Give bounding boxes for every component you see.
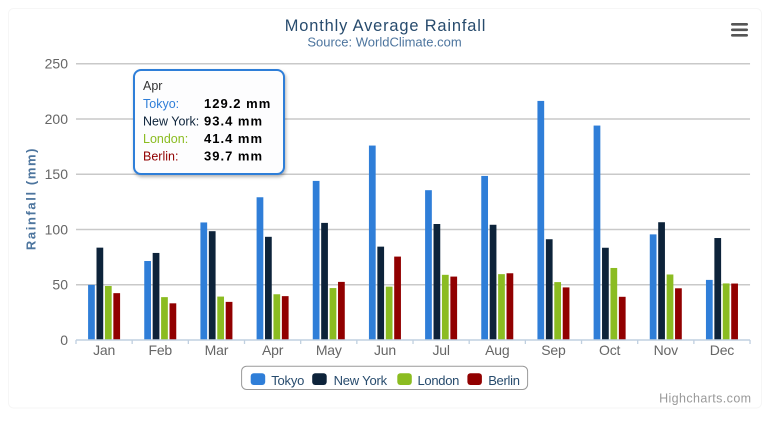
- svg-text:100: 100: [45, 221, 69, 237]
- svg-text:Rainfall (mm): Rainfall (mm): [23, 147, 38, 250]
- svg-text:Highcharts.com: Highcharts.com: [659, 392, 751, 406]
- svg-text:Tokyo: Tokyo: [271, 373, 304, 388]
- svg-text:50: 50: [52, 277, 68, 293]
- svg-text:150: 150: [45, 166, 69, 182]
- svg-text:Nov: Nov: [654, 342, 678, 358]
- svg-text:New York: New York: [334, 373, 388, 388]
- svg-text:Berlin:: Berlin:: [143, 150, 178, 164]
- svg-text:Feb: Feb: [148, 342, 172, 358]
- svg-text:39.7 mm: 39.7 mm: [204, 149, 263, 164]
- svg-text:Jan: Jan: [93, 342, 115, 358]
- svg-text:0: 0: [60, 332, 68, 348]
- svg-text:Berlin: Berlin: [488, 373, 520, 388]
- svg-text:250: 250: [45, 56, 69, 72]
- svg-text:Tokyo:: Tokyo:: [143, 97, 179, 111]
- svg-text:93.4 mm: 93.4 mm: [204, 114, 263, 129]
- svg-text:May: May: [316, 342, 342, 358]
- svg-text:41.4 mm: 41.4 mm: [204, 131, 263, 146]
- svg-text:Oct: Oct: [599, 342, 620, 358]
- svg-text:Mar: Mar: [205, 342, 229, 358]
- svg-text:Jul: Jul: [432, 342, 449, 358]
- svg-text:Apr: Apr: [143, 79, 162, 93]
- svg-text:129.2 mm: 129.2 mm: [204, 96, 271, 111]
- svg-text:Apr: Apr: [262, 342, 284, 358]
- svg-text:London:: London:: [143, 132, 188, 146]
- svg-text:Sep: Sep: [541, 342, 566, 358]
- svg-text:200: 200: [45, 111, 69, 127]
- svg-text:Aug: Aug: [485, 342, 509, 358]
- svg-text:London: London: [418, 373, 460, 388]
- svg-text:Monthly Average Rainfall: Monthly Average Rainfall: [285, 17, 486, 35]
- svg-text:Dec: Dec: [710, 342, 734, 358]
- svg-text:Source: WorldClimate.com: Source: WorldClimate.com: [307, 34, 461, 49]
- svg-text:New York:: New York:: [143, 115, 199, 129]
- svg-text:Jun: Jun: [374, 342, 396, 358]
